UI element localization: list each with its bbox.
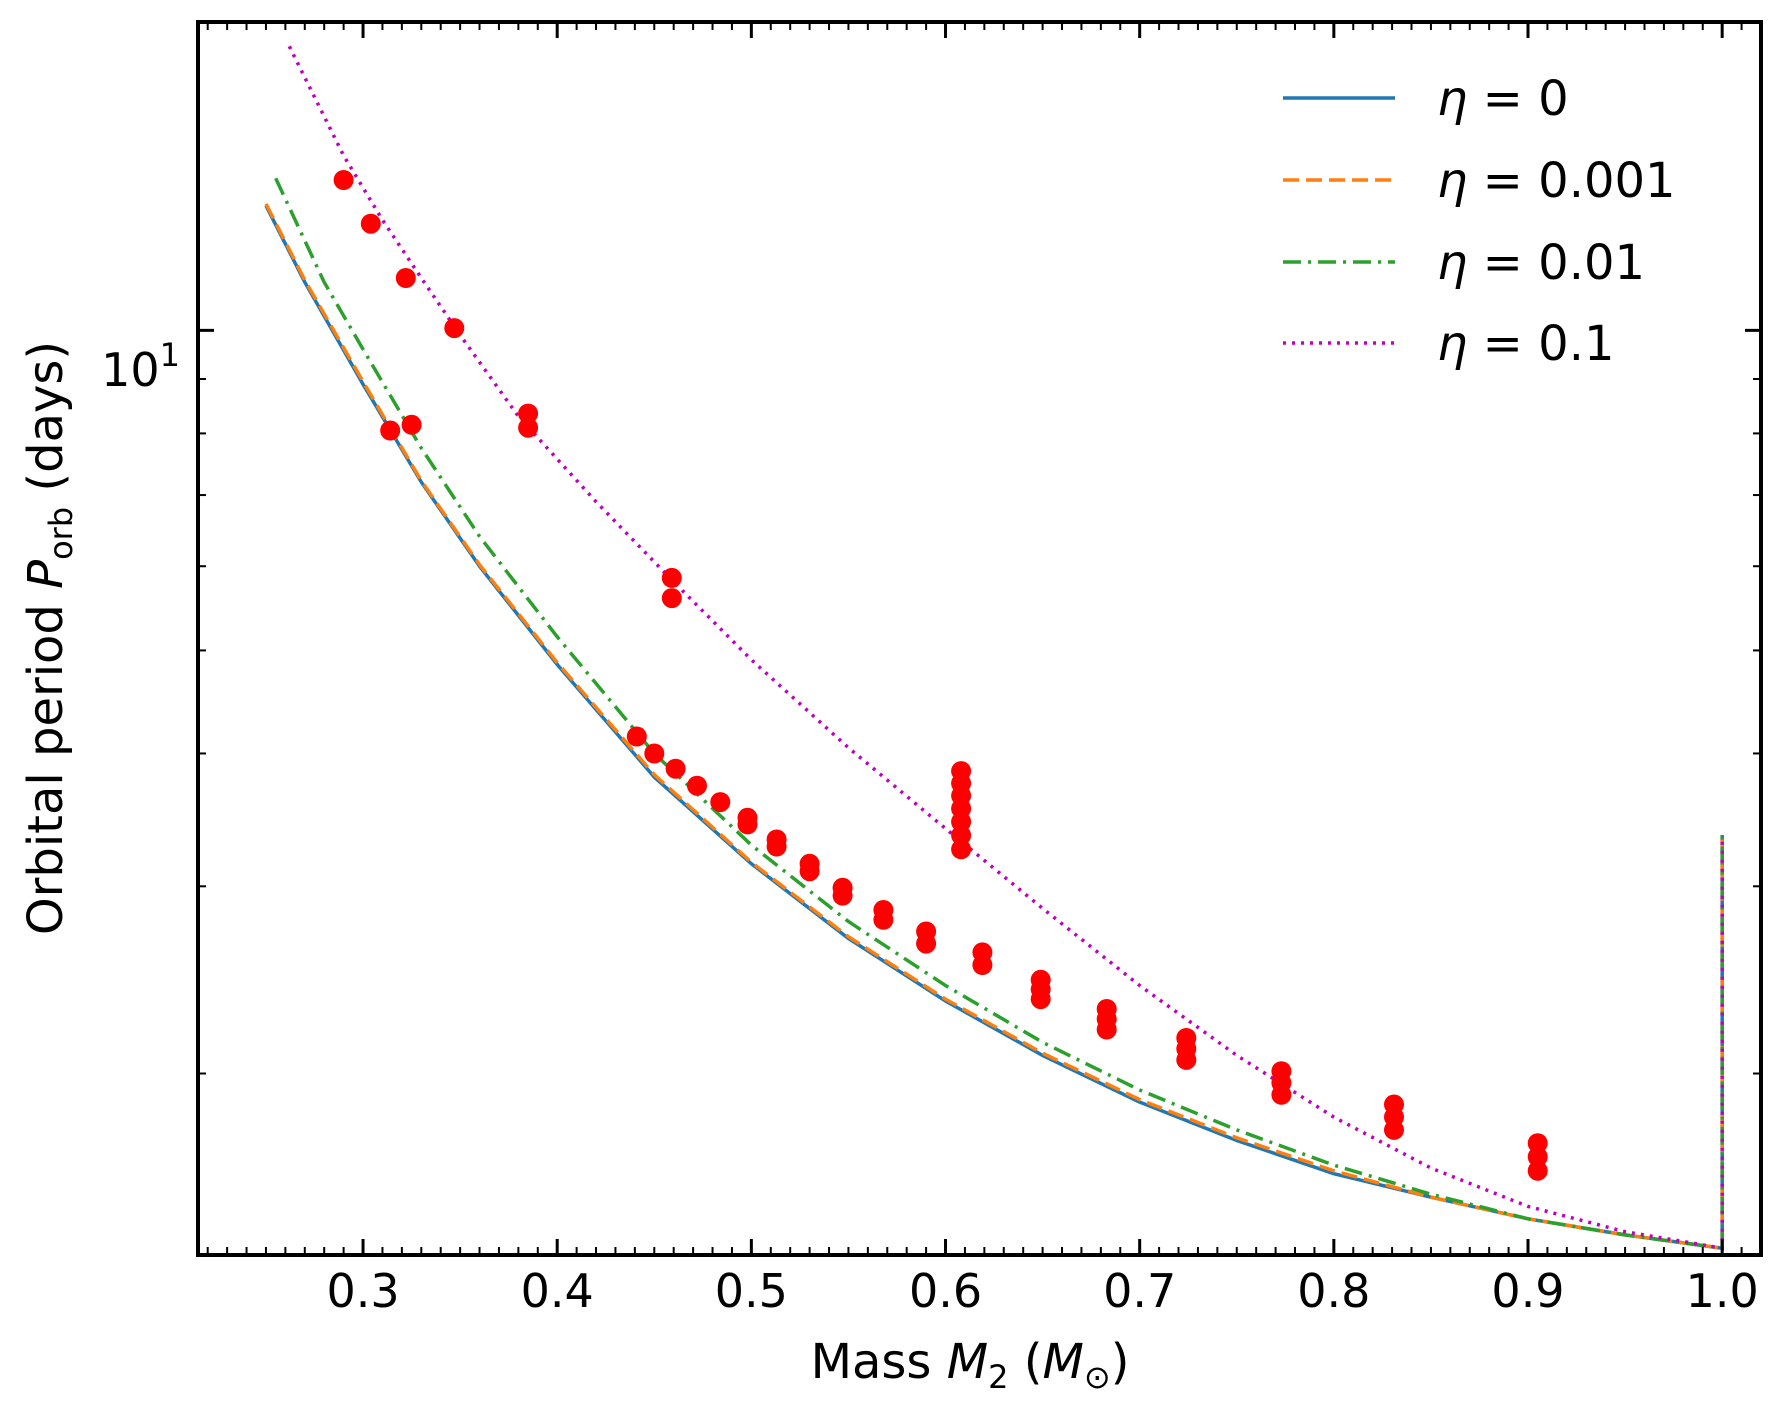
legend-value: = 0 xyxy=(1467,71,1568,127)
x-tick-label: 0.3 xyxy=(326,1264,399,1318)
data-point xyxy=(380,420,401,441)
x-axis-label-unit-sub: ⊙ xyxy=(1084,1358,1111,1396)
data-point xyxy=(333,170,354,190)
legend-value: = 0.1 xyxy=(1467,316,1614,372)
data-point xyxy=(737,814,758,835)
data-point xyxy=(661,567,682,588)
legend-symbol: η xyxy=(1437,153,1467,209)
data-point xyxy=(766,836,787,857)
y-tick-label: 101 xyxy=(101,336,180,397)
legend-label-2: η = 0.01 xyxy=(1437,235,1645,291)
legend-symbol: η xyxy=(1437,235,1467,291)
plot-frame xyxy=(196,20,1763,1257)
x-tick-label: 0.9 xyxy=(1491,1264,1564,1318)
data-point xyxy=(873,909,894,930)
data-point xyxy=(395,268,416,288)
x-axis-label-sub: 2 xyxy=(988,1358,1008,1396)
series-line-3 xyxy=(287,45,1724,1251)
data-point xyxy=(687,775,707,796)
x-axis-label-close: ) xyxy=(1111,1334,1130,1390)
y-axis-label-prefix: Orbital period xyxy=(18,589,74,935)
data-point xyxy=(661,588,682,609)
x-tick-label: 1.0 xyxy=(1686,1264,1759,1318)
y-axis-label-suffix: (days) xyxy=(18,341,74,507)
legend-value: = 0.01 xyxy=(1467,235,1645,291)
x-axis-label: Mass M2 (M⊙) xyxy=(811,1334,1130,1396)
series-layer xyxy=(264,45,1724,1251)
x-tick-label: 0.7 xyxy=(1103,1264,1176,1318)
data-point xyxy=(832,885,853,906)
data-point xyxy=(1384,1119,1404,1140)
data-point xyxy=(644,743,665,764)
series-line-2 xyxy=(274,177,1724,1251)
x-tick-label: 0.6 xyxy=(909,1264,982,1318)
data-point xyxy=(1527,1146,1548,1167)
marker-layer xyxy=(333,170,1548,1181)
x-axis-label-var: M xyxy=(947,1334,988,1390)
legend-symbol: η xyxy=(1437,316,1467,372)
y-axis-label: Orbital period Porb (days) xyxy=(18,341,80,935)
y-tick-exponent: 1 xyxy=(160,336,180,374)
data-point xyxy=(951,839,972,860)
data-point xyxy=(710,792,731,813)
data-point xyxy=(444,318,465,339)
data-point xyxy=(1096,1019,1117,1040)
x-tick-label: 0.8 xyxy=(1297,1264,1370,1318)
data-point xyxy=(360,213,381,234)
x-axis-label-open: ( xyxy=(1008,1334,1042,1390)
legend-symbol: η xyxy=(1437,71,1467,127)
data-point xyxy=(401,414,422,435)
data-point xyxy=(972,955,993,975)
data-point xyxy=(518,403,539,424)
data-point xyxy=(1176,1049,1197,1070)
x-tick-label: 0.5 xyxy=(715,1264,788,1318)
x-axis-label-unit-var: M xyxy=(1042,1334,1083,1390)
tick-layer xyxy=(198,22,1761,1255)
data-point xyxy=(518,417,539,438)
y-axis-label-var: P xyxy=(18,560,74,589)
data-point xyxy=(916,933,937,954)
data-point xyxy=(1030,989,1051,1010)
x-axis-label-prefix: Mass xyxy=(811,1334,947,1390)
y-tick-labels: 101 xyxy=(101,336,180,397)
data-point xyxy=(799,861,820,882)
legend-label-1: η = 0.001 xyxy=(1437,153,1676,209)
data-point xyxy=(1271,1084,1292,1105)
x-tick-label: 0.4 xyxy=(521,1264,594,1318)
y-axis-label-sub: orb xyxy=(42,507,80,560)
data-point xyxy=(665,758,686,779)
data-point xyxy=(1527,1160,1548,1181)
y-tick-base: 10 xyxy=(101,343,160,397)
data-point xyxy=(626,726,647,747)
legend-label-3: η = 0.1 xyxy=(1437,316,1615,372)
legend-value: = 0.001 xyxy=(1467,153,1675,209)
legend-label-0: η = 0 xyxy=(1437,71,1569,127)
data-point xyxy=(951,825,972,846)
x-tick-labels: 0.3 0.4 0.5 0.6 0.7 0.8 0.9 1.0 xyxy=(326,1264,1758,1318)
